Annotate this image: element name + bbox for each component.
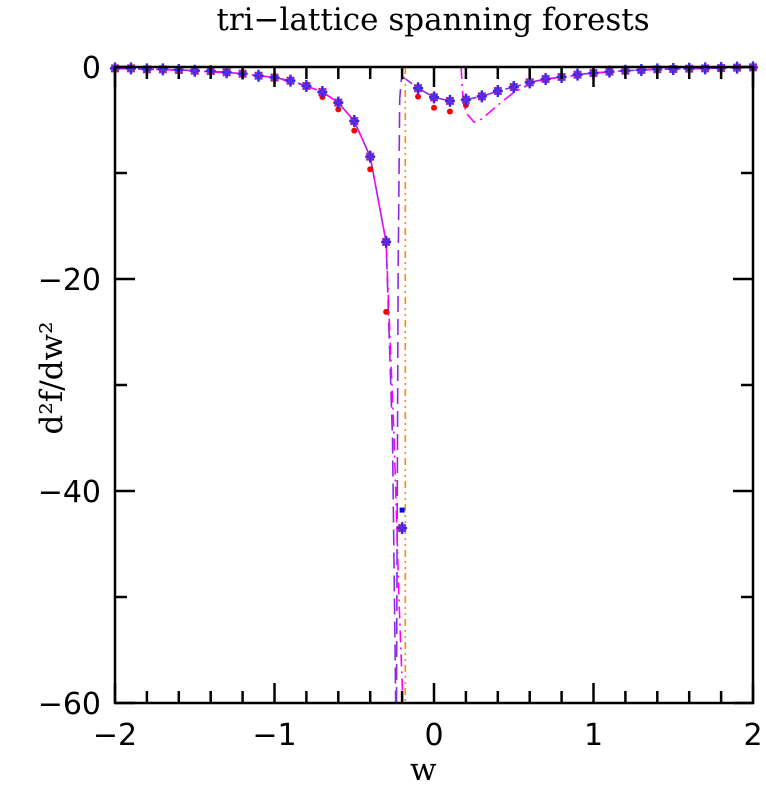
marker-cross: [493, 86, 502, 96]
marker-cross: [509, 82, 518, 92]
data-point-marker: [700, 62, 711, 75]
data-point-marker: [572, 68, 583, 81]
marker-cross: [366, 152, 375, 161]
marker-cross: [254, 71, 263, 80]
data-point-marker: [157, 63, 168, 76]
data-point-red: [367, 166, 374, 173]
marker-cross: [461, 95, 470, 104]
data-point-marker: [365, 150, 376, 163]
x-tick-label: −1: [252, 718, 296, 753]
data-point-red: [446, 108, 453, 115]
data-point-marker: [333, 96, 344, 109]
marker-cross: [525, 78, 534, 87]
data-point-marker: [413, 82, 424, 95]
marker-cross: [350, 116, 359, 126]
x-tick-label: 0: [424, 718, 443, 753]
curve-dashed-segment: [115, 67, 397, 703]
y-tick-label: −60: [38, 687, 101, 722]
data-point-blue: [399, 507, 405, 513]
data-point-marker: [317, 86, 328, 99]
y-tick-label: −20: [38, 263, 101, 298]
marker-cross: [318, 87, 327, 97]
curve-dashed-segment: [395, 66, 753, 703]
data-point-marker: [668, 63, 679, 76]
data-point-red: [431, 104, 437, 111]
plot-frame: [113, 65, 755, 705]
data-point-marker: [125, 62, 136, 75]
data-point-red: [351, 127, 358, 134]
y-tick-label: −40: [38, 475, 101, 510]
data-point-marker: [381, 235, 392, 248]
x-tick-label: 1: [584, 718, 603, 753]
marker-cross: [429, 93, 439, 102]
x-tick-label: 2: [743, 718, 762, 753]
marker-cross: [334, 98, 343, 107]
x-axis-label: w: [410, 752, 437, 788]
data-point-marker: [349, 115, 360, 128]
marker-cross: [445, 96, 455, 105]
marker-cross: [605, 67, 614, 76]
marker-cross: [286, 76, 295, 85]
marker-cross: [413, 84, 423, 93]
x-tick-label: −2: [93, 718, 137, 753]
data-point-marker: [285, 74, 296, 87]
data-point-red: [335, 106, 342, 113]
curve-dash-dot-segment: [115, 67, 404, 703]
data-point-marker: [508, 81, 519, 94]
marker-cross: [477, 92, 486, 101]
marker-cross: [382, 237, 391, 246]
data-point-marker: [397, 522, 408, 535]
data-point-marker: [189, 64, 200, 77]
y-tick-label: 0: [82, 51, 101, 86]
data-point-red: [383, 308, 390, 315]
data-point-marker: [492, 84, 503, 97]
data-point-marker: [540, 72, 551, 85]
marker-cross: [302, 81, 311, 91]
data-point-marker: [253, 69, 264, 82]
marker-cross: [398, 524, 407, 533]
data-point-marker: [429, 91, 439, 104]
marker-cross: [190, 66, 199, 75]
data-point-marker: [444, 94, 455, 107]
marker-cross: [222, 68, 231, 77]
data-point-marker: [476, 90, 487, 103]
data-point-marker: [301, 79, 312, 92]
marker-cross: [573, 70, 582, 79]
chart-title: tri−lattice spanning forests: [216, 2, 650, 38]
data-point-marker: [460, 93, 471, 106]
data-point-red: [415, 93, 422, 100]
data-point-marker: [221, 66, 232, 79]
marker-cross: [541, 74, 550, 84]
